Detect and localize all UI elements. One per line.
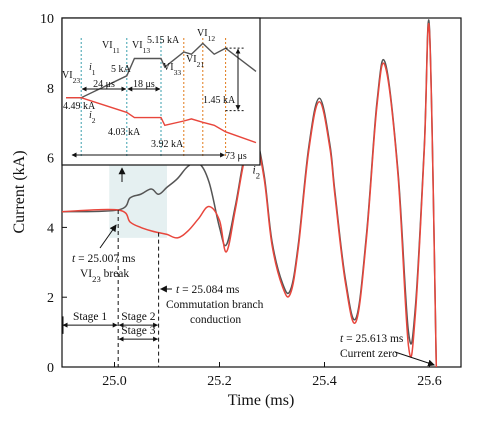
- y-tick-label: 0: [47, 361, 54, 376]
- annotations: t = 25.007 ms VI23 break t = 25.084 ms Comm…: [62, 209, 435, 367]
- inset-event-label: VI21: [186, 54, 204, 69]
- inset-event-lines: [80, 38, 227, 158]
- stage-label: Stage 3: [121, 325, 155, 337]
- inset-event-label: VI33: [163, 62, 181, 77]
- inset-lower2-label: 3.92 kA: [151, 139, 184, 150]
- inset-annotations: VI23 VI11 VI13 VI33 VI21 VI12 i1 i2 5.15 kA 5 kA 4…: [62, 28, 247, 162]
- inset-lower-label: 4.03 kA: [108, 127, 141, 138]
- y-axis-title: Current (kA): [11, 150, 28, 233]
- y-tick-label: 6: [47, 152, 54, 167]
- stage-label: Stage 2: [121, 311, 155, 323]
- x-tick-label: 25.0: [102, 374, 127, 389]
- inset-dt2-label: 18 μs: [133, 79, 155, 90]
- inset-dt1-label: 24 μs: [93, 79, 115, 90]
- inset-chart: VI23 VI11 VI13 VI33 VI21 VI12 i1 i2 5.15 kA 5 kA 4…: [61, 17, 261, 166]
- commutation-label-line2: Commutation branch: [166, 299, 264, 311]
- plot-frame: [61, 17, 462, 368]
- inset-start-label: 4.49 kA: [63, 101, 96, 112]
- stage-label: Stage 1: [73, 311, 107, 323]
- series-label-i2: i2: [252, 164, 260, 180]
- y-tick-label: 4: [47, 221, 54, 236]
- inset-series: [66, 42, 257, 144]
- inset-series-line-i2: [66, 97, 257, 144]
- inset-event-label: VI12: [197, 28, 215, 43]
- y-tick-label: 8: [47, 82, 54, 97]
- commutation-label-line3: conduction: [190, 314, 241, 326]
- inset-series-label-i2: i2: [89, 110, 96, 125]
- inset-peak-label: 5.15 kA: [147, 35, 180, 46]
- x-tick-label: 25.2: [207, 374, 232, 389]
- inset-mid-label: 5 kA: [111, 64, 132, 75]
- inset-dt3-label: 73 μs: [225, 151, 247, 162]
- inset-series-label-i1: i1: [89, 62, 96, 77]
- main-series: [61, 19, 438, 368]
- x-tick-label: 25.6: [417, 374, 442, 389]
- y-tick-label: 2: [47, 291, 54, 306]
- x-axis-ticks: 25.0 25.2 25.4 25.6: [102, 362, 442, 389]
- break-label-line2: VI23 break: [80, 268, 129, 284]
- commutation-label: t = 25.084 ms: [176, 284, 240, 296]
- x-axis-title: Time (ms): [228, 392, 295, 409]
- y-tick-label: 10: [40, 12, 54, 27]
- inset-event-label: VI23: [62, 70, 80, 85]
- series-line-i2: [61, 22, 438, 368]
- inset-delta-label: 1.45 kA: [203, 95, 236, 106]
- inset-series-line-i1: [66, 42, 257, 99]
- zero-label-line2: Current zero: [340, 348, 398, 360]
- zero-label: t = 25.613 ms: [340, 333, 404, 345]
- zero-arrow: [394, 351, 435, 367]
- break-arrow: [99, 224, 117, 249]
- inset-event-label: VI11: [102, 40, 120, 55]
- x-tick-label: 25.4: [312, 374, 337, 389]
- break-label: t = 25.007 ms: [72, 253, 136, 265]
- inset-event-label: VI13: [132, 40, 150, 55]
